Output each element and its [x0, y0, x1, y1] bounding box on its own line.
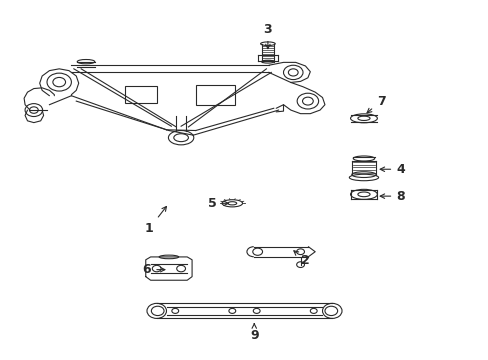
Text: 6: 6: [142, 263, 164, 276]
Text: 9: 9: [249, 324, 258, 342]
Text: 4: 4: [379, 163, 404, 176]
Bar: [195, 85, 234, 105]
Text: 8: 8: [379, 190, 404, 203]
Text: 3: 3: [263, 23, 272, 49]
Text: 1: 1: [145, 207, 166, 235]
Bar: [125, 86, 157, 103]
Text: 5: 5: [208, 197, 228, 210]
Text: 2: 2: [293, 251, 309, 267]
Text: 7: 7: [366, 95, 385, 113]
